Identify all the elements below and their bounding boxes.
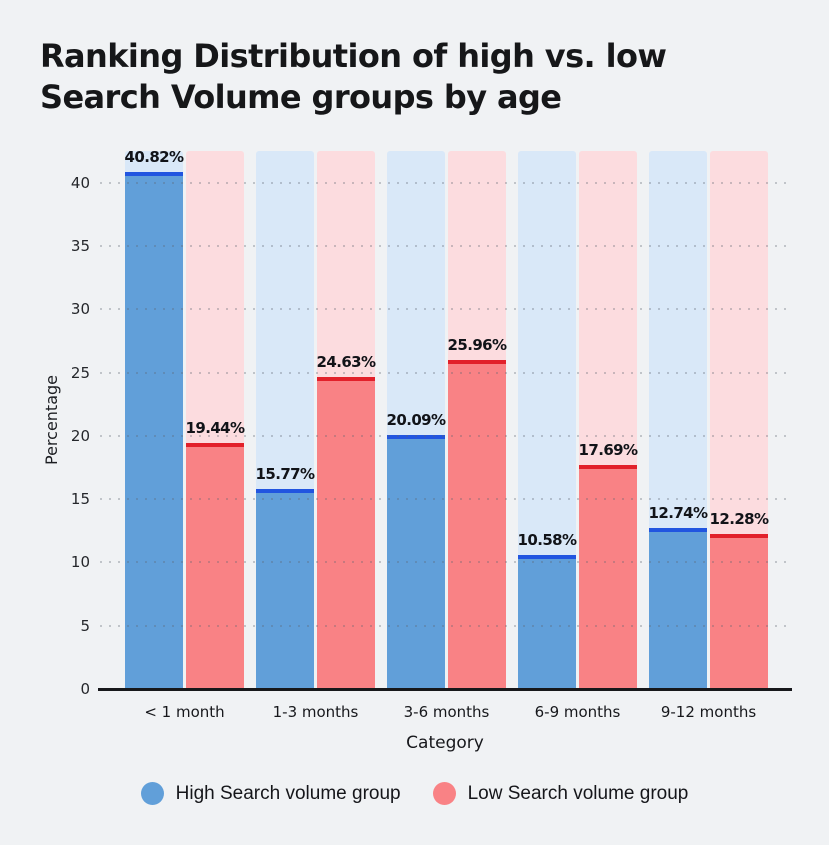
bar-group: 15.77% 24.63% [255,151,376,689]
value-label: 40.82% [124,148,184,167]
bar-group: 20.09% 25.96% [386,151,507,689]
bar [317,377,375,689]
bar-track: 17.69% [578,151,638,689]
bar [256,489,314,689]
legend-label: Low Search volume group [467,782,689,804]
bar [579,465,637,689]
category-label: 3-6 months [403,703,490,721]
y-axis-ticks: 0 5 10 15 20 25 30 35 40 [0,151,90,698]
x-axis-title: Category [406,733,484,753]
y-tick-label: 40 [70,173,90,192]
bar-track: 12.74% [648,151,708,689]
value-label: 12.74% [648,503,708,522]
y-tick-label: 20 [70,426,90,445]
value-label: 20.09% [386,410,446,429]
y-tick-label: 35 [70,236,90,255]
y-tick-label: 15 [70,490,90,509]
x-axis-line [98,688,792,691]
category-label: < 1 month [144,703,225,721]
category-label: 6-9 months [534,703,621,721]
value-label: 12.28% [709,509,769,528]
gridline [100,498,790,501]
y-tick-label: 5 [80,616,90,635]
bar-track: 12.28% [709,151,769,689]
chart-title: Ranking Distribution of high vs. low Sea… [40,36,667,118]
bar-track: 24.63% [316,151,376,689]
bar-group: 40.82% 19.44% [124,148,245,689]
y-tick-label: 30 [70,300,90,319]
bar-groups: 40.82% 19.44% 15.77% 24.63% 20.09% 25.96% 10.5… [100,148,790,689]
chart-title-line2: Search Volume groups by age [40,78,562,116]
bar-track: 10.58% [517,151,577,689]
chart-title-line1: Ranking Distribution of high vs. low [40,37,667,75]
bar [710,533,768,689]
value-label: 17.69% [578,441,638,460]
category-label: 1-3 months [272,703,359,721]
plot-area: 40.82% 19.44% 15.77% 24.63% 20.09% 25.96% 10.5… [98,148,792,691]
gridline [100,561,790,564]
bar-group: 10.58% 17.69% [517,151,638,689]
bar [125,172,183,689]
legend-item: High Search volume group [140,782,401,805]
value-label: 19.44% [185,418,245,437]
legend-swatch-icon [140,782,164,805]
bar [387,434,445,689]
bar-track: 25.96% [447,151,507,689]
gridline [100,434,790,437]
bar [186,442,244,689]
value-label: 15.77% [255,465,315,484]
bar [448,360,506,689]
gridline [100,244,790,247]
category-label: 9-12 months [660,703,757,721]
y-tick-label: 0 [80,680,90,698]
legend-swatch-icon [432,782,456,805]
gridline [100,308,790,311]
bar-track: 15.77% [255,151,315,689]
gridline [100,624,790,627]
legend: High Search volume group Low Search volum… [0,782,829,805]
bar-track: 19.44% [185,151,245,689]
value-label: 24.63% [316,353,376,372]
y-tick-label: 25 [70,363,90,382]
legend-item: Low Search volume group [432,782,689,805]
legend-label: High Search volume group [175,782,401,804]
bar [649,527,707,689]
value-label: 25.96% [447,336,507,355]
y-tick-label: 10 [70,553,90,572]
value-label: 10.58% [517,531,577,550]
bar-group: 12.74% 12.28% [648,151,769,689]
bar [518,555,576,689]
gridline [100,371,790,374]
bar-track: 40.82% [124,148,184,689]
bar-track: 20.09% [386,151,446,689]
gridline [100,181,790,184]
x-axis-labels: < 1 month 1-3 months 3-6 months 6-9 months 9… [100,703,790,721]
